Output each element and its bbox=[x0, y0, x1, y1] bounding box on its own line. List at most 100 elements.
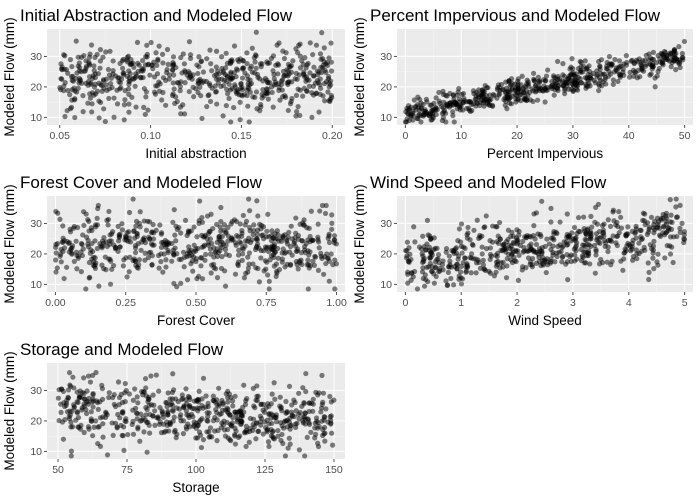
data-point bbox=[210, 393, 216, 399]
data-point bbox=[241, 382, 247, 388]
data-point bbox=[89, 399, 95, 405]
data-point bbox=[252, 59, 258, 65]
data-point bbox=[567, 254, 573, 260]
x-tick-label: 125 bbox=[256, 464, 274, 476]
data-point bbox=[462, 255, 468, 261]
data-point bbox=[270, 53, 277, 59]
data-point bbox=[326, 239, 333, 246]
data-point bbox=[431, 247, 437, 253]
data-point bbox=[214, 275, 221, 281]
data-point bbox=[186, 394, 192, 400]
data-point bbox=[238, 81, 244, 87]
data-point bbox=[622, 249, 628, 256]
data-point bbox=[522, 97, 528, 103]
data-point bbox=[240, 251, 246, 257]
data-point bbox=[105, 222, 111, 228]
data-point bbox=[404, 105, 410, 111]
data-point bbox=[289, 412, 295, 418]
data-point bbox=[256, 245, 262, 251]
data-point bbox=[85, 424, 92, 430]
data-point bbox=[425, 232, 431, 238]
data-point bbox=[177, 104, 184, 110]
data-point bbox=[668, 64, 674, 70]
data-point bbox=[574, 230, 580, 237]
data-point bbox=[239, 75, 246, 81]
data-point bbox=[574, 256, 580, 262]
data-point bbox=[85, 244, 92, 250]
data-point bbox=[108, 80, 114, 87]
data-point bbox=[457, 103, 463, 110]
data-point bbox=[264, 426, 271, 432]
data-point bbox=[582, 75, 588, 81]
data-point bbox=[559, 78, 566, 84]
data-point bbox=[294, 108, 300, 115]
data-point bbox=[487, 251, 494, 258]
data-point bbox=[142, 257, 148, 263]
data-point bbox=[495, 82, 502, 88]
scatter-panel: Initial Abstraction and Modeled Flow 0.05… bbox=[2, 6, 345, 161]
x-tick-label: 0.75 bbox=[256, 297, 277, 309]
data-point bbox=[493, 224, 499, 230]
data-point bbox=[62, 113, 68, 120]
data-point bbox=[307, 40, 313, 46]
data-point bbox=[219, 420, 225, 426]
data-point bbox=[536, 254, 542, 260]
data-point bbox=[279, 250, 285, 256]
data-point bbox=[170, 408, 176, 414]
data-point bbox=[580, 254, 586, 260]
data-point bbox=[274, 42, 280, 48]
data-point bbox=[583, 231, 589, 237]
data-point bbox=[668, 50, 675, 56]
data-point bbox=[406, 258, 412, 264]
data-point bbox=[170, 402, 176, 409]
x-tick-label: 0.00 bbox=[45, 297, 66, 309]
data-point bbox=[463, 99, 470, 105]
data-point bbox=[181, 404, 187, 410]
data-point bbox=[479, 244, 485, 250]
data-point bbox=[420, 233, 426, 239]
data-point bbox=[174, 251, 180, 257]
data-point bbox=[187, 52, 194, 58]
data-point bbox=[311, 262, 318, 268]
data-point bbox=[642, 211, 648, 217]
data-point bbox=[87, 274, 93, 280]
data-point bbox=[145, 419, 151, 425]
data-point bbox=[526, 89, 533, 96]
data-point bbox=[552, 78, 558, 85]
data-point bbox=[81, 396, 87, 402]
data-point bbox=[525, 255, 532, 261]
data-point bbox=[53, 208, 59, 215]
data-point bbox=[122, 399, 128, 405]
data-point bbox=[625, 231, 631, 237]
data-point bbox=[491, 93, 497, 99]
data-point bbox=[193, 425, 199, 431]
data-point bbox=[106, 394, 112, 401]
data-point bbox=[208, 270, 214, 276]
data-point bbox=[58, 401, 64, 407]
data-point bbox=[629, 246, 635, 252]
data-point bbox=[254, 383, 260, 389]
data-point bbox=[651, 266, 657, 272]
data-point bbox=[487, 238, 493, 244]
data-point bbox=[643, 52, 649, 58]
data-point bbox=[423, 247, 429, 253]
x-tick-label: 0.25 bbox=[115, 297, 136, 309]
data-point bbox=[80, 93, 86, 99]
data-point bbox=[80, 109, 86, 115]
data-point bbox=[408, 113, 414, 119]
data-point bbox=[151, 74, 158, 80]
data-point bbox=[282, 453, 289, 459]
data-point bbox=[537, 248, 543, 254]
data-point bbox=[285, 107, 291, 114]
data-point bbox=[151, 402, 157, 408]
data-point bbox=[60, 436, 67, 442]
data-point bbox=[625, 240, 631, 246]
data-point bbox=[200, 69, 207, 75]
data-point bbox=[328, 430, 335, 436]
data-point bbox=[116, 75, 122, 81]
data-point bbox=[61, 52, 67, 58]
data-point bbox=[156, 421, 163, 427]
data-point bbox=[135, 426, 141, 432]
data-point bbox=[199, 214, 205, 221]
